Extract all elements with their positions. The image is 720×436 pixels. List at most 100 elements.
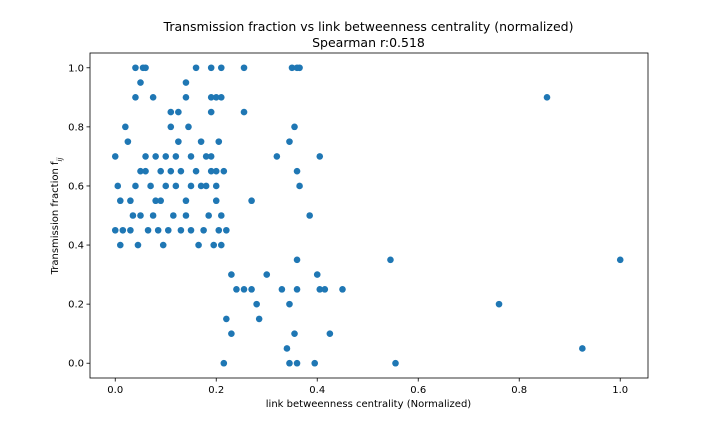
data-point: [293, 286, 301, 293]
data-point: [142, 167, 149, 175]
data-point: [182, 79, 190, 86]
data-point: [132, 182, 139, 190]
data-point: [283, 345, 291, 352]
data-point: [111, 153, 119, 160]
data-point: [339, 286, 346, 293]
data-point: [228, 330, 235, 337]
data-point: [579, 345, 586, 352]
x-axis-label: link betweenness centrality (Normalized): [266, 399, 472, 410]
data-point: [129, 212, 137, 219]
data-point: [154, 226, 162, 234]
data-point: [175, 138, 182, 145]
x-tick-label: 0.6: [410, 385, 426, 396]
x-tick-label: 1.0: [612, 385, 628, 396]
data-point: [124, 138, 132, 145]
data-point: [119, 226, 127, 234]
x-tick-label: 0.8: [511, 385, 527, 396]
data-point: [152, 197, 159, 205]
data-point: [293, 167, 301, 175]
data-point: [233, 286, 240, 293]
data-point: [286, 300, 293, 308]
x-tick-label: 0.0: [107, 385, 123, 396]
data-point: [127, 226, 134, 234]
data-point: [202, 182, 210, 190]
data-point: [228, 271, 235, 278]
data-point: [187, 182, 195, 190]
data-point: [263, 271, 271, 278]
data-point: [217, 64, 225, 72]
data-point: [321, 286, 329, 293]
y-axis-label-main: Transmission fraction f: [50, 161, 61, 275]
data-point: [167, 108, 175, 116]
data-point: [177, 167, 185, 175]
data-point: [175, 108, 182, 116]
chart-subtitle: Spearman r:0.518: [312, 35, 425, 50]
data-point: [291, 123, 298, 131]
data-point: [240, 64, 248, 72]
data-point: [137, 212, 144, 219]
data-point: [167, 123, 175, 131]
data-points: [111, 64, 624, 367]
data-point: [286, 359, 293, 367]
data-point: [142, 153, 149, 160]
data-point: [217, 241, 225, 249]
data-point: [286, 138, 293, 145]
data-point: [192, 167, 200, 175]
data-point: [182, 197, 190, 205]
data-point: [157, 197, 164, 205]
data-point: [240, 286, 248, 293]
data-point: [202, 153, 210, 160]
data-point: [167, 167, 175, 175]
data-point: [311, 359, 319, 367]
y-tick-label: 0.2: [68, 300, 84, 311]
data-point: [387, 256, 394, 264]
data-point: [177, 226, 185, 234]
data-point: [162, 153, 170, 160]
data-point: [144, 226, 152, 234]
y-tick-label: 0.0: [68, 359, 84, 370]
data-point: [217, 212, 225, 219]
y-tick-label: 1.0: [68, 63, 84, 74]
data-point: [200, 226, 207, 234]
data-point: [195, 241, 202, 249]
data-point: [111, 226, 119, 234]
data-point: [117, 241, 124, 249]
data-point: [210, 241, 218, 249]
chart-title: Transmission fraction vs link betweennes…: [163, 19, 574, 34]
data-point: [137, 167, 144, 175]
data-point: [278, 286, 286, 293]
data-point: [132, 64, 139, 72]
data-point: [316, 286, 324, 293]
data-point: [207, 108, 215, 116]
data-point: [316, 153, 324, 160]
data-point: [207, 64, 215, 72]
data-point: [248, 286, 255, 293]
x-tick-label: 0.4: [309, 385, 325, 396]
data-point: [197, 182, 205, 190]
data-point: [296, 64, 303, 72]
data-point: [240, 108, 248, 116]
y-axis-label: Transmission fraction fij: [50, 158, 64, 276]
y-tick-label: 0.4: [68, 241, 84, 252]
data-point: [215, 138, 223, 145]
data-point: [326, 330, 334, 337]
data-point: [212, 167, 220, 175]
data-point: [212, 197, 220, 205]
data-point: [223, 315, 230, 323]
data-point: [543, 94, 551, 101]
data-point: [215, 226, 223, 234]
data-point: [149, 94, 157, 101]
data-point: [187, 226, 195, 234]
data-point: [147, 182, 154, 190]
data-point: [616, 256, 624, 264]
data-point: [253, 300, 260, 308]
data-point: [192, 64, 200, 72]
data-point: [288, 64, 296, 72]
data-point: [182, 212, 190, 219]
axes: 0.0 0.2 0.4 0.6 0.8 1.0 0.0 0.2 0.4 0.6 0.8 1.0: [68, 52, 649, 396]
data-point: [172, 182, 180, 190]
data-point: [212, 94, 220, 101]
data-point: [114, 182, 122, 190]
data-point: [205, 212, 212, 219]
data-point: [207, 153, 215, 160]
